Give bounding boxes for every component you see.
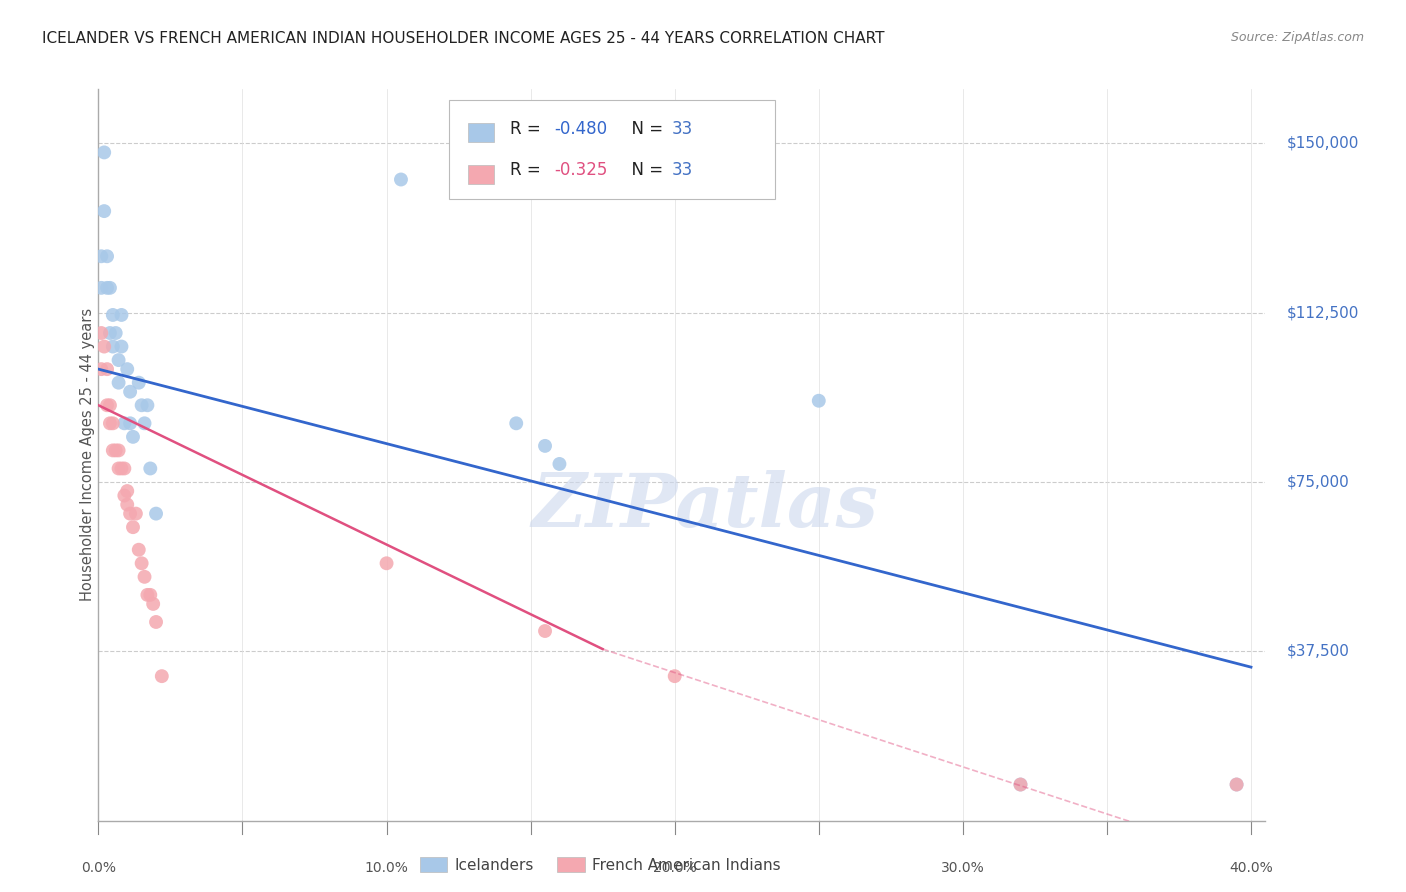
Point [112, 461, 135, 475]
Point [101, 340, 124, 354]
Point [112, 417, 135, 431]
Text: $112,500: $112,500 [1286, 305, 1358, 320]
Text: 0.0%: 0.0% [82, 862, 115, 875]
Point [122, 430, 145, 444]
Text: -0.325: -0.325 [555, 161, 607, 178]
Point [128, 376, 150, 390]
Point [98, 281, 121, 295]
Point [107, 353, 129, 368]
Point [145, 507, 167, 521]
Point [90, 362, 112, 376]
Y-axis label: Householder Income Ages 25 - 44 years: Householder Income Ages 25 - 44 years [80, 309, 94, 601]
Point [90, 326, 112, 340]
Point [98, 326, 121, 340]
Point [139, 588, 162, 602]
Point [107, 376, 129, 390]
Point [145, 615, 167, 629]
Text: ZIPatlas: ZIPatlas [531, 470, 879, 542]
Point [110, 340, 132, 354]
Text: R =: R = [510, 120, 547, 138]
Text: 33: 33 [672, 161, 693, 178]
Text: Source: ZipAtlas.com: Source: ZipAtlas.com [1230, 31, 1364, 45]
Point [1226, 778, 1249, 792]
Bar [468, 123, 494, 142]
Point [389, 172, 412, 186]
Point [98, 417, 121, 431]
Point [375, 556, 398, 570]
Point [131, 398, 153, 412]
Text: N =: N = [621, 120, 669, 138]
Point [131, 556, 153, 570]
Point [104, 326, 127, 340]
Text: $37,500: $37,500 [1286, 644, 1350, 659]
Point [120, 507, 142, 521]
Point [664, 669, 686, 683]
Point [96, 398, 118, 412]
Point [90, 281, 112, 295]
Legend: Icelanders, French American Indians: Icelanders, French American Indians [413, 851, 787, 879]
Text: R =: R = [510, 161, 547, 178]
Text: 30.0%: 30.0% [941, 862, 984, 875]
Point [1010, 778, 1032, 792]
Point [142, 597, 165, 611]
Point [150, 669, 173, 683]
Point [120, 384, 142, 399]
Point [505, 417, 527, 431]
Point [112, 489, 135, 503]
Point [134, 570, 156, 584]
Point [96, 362, 118, 376]
Point [115, 362, 138, 376]
Point [1010, 778, 1032, 792]
Point [93, 340, 115, 354]
Point [807, 393, 830, 408]
Point [107, 443, 129, 458]
Point [115, 483, 138, 498]
Point [101, 443, 124, 458]
FancyBboxPatch shape [449, 100, 775, 199]
Point [1226, 778, 1249, 792]
Point [136, 588, 159, 602]
Text: 33: 33 [672, 120, 693, 138]
Point [534, 624, 557, 638]
Text: N =: N = [621, 161, 669, 178]
Text: $75,000: $75,000 [1286, 475, 1350, 490]
Text: 40.0%: 40.0% [1229, 862, 1272, 875]
Point [534, 439, 557, 453]
Point [134, 417, 156, 431]
Point [110, 461, 132, 475]
Text: 20.0%: 20.0% [652, 862, 696, 875]
Text: 10.0%: 10.0% [364, 862, 409, 875]
Point [96, 281, 118, 295]
Point [136, 398, 159, 412]
Point [120, 417, 142, 431]
Point [93, 145, 115, 160]
Text: $150,000: $150,000 [1286, 136, 1358, 151]
Point [96, 249, 118, 263]
Point [98, 398, 121, 412]
Point [101, 308, 124, 322]
Bar [468, 165, 494, 185]
Text: ICELANDER VS FRENCH AMERICAN INDIAN HOUSEHOLDER INCOME AGES 25 - 44 YEARS CORREL: ICELANDER VS FRENCH AMERICAN INDIAN HOUS… [42, 31, 884, 46]
Point [93, 204, 115, 219]
Point [101, 417, 124, 431]
Point [104, 443, 127, 458]
Point [110, 308, 132, 322]
Point [139, 461, 162, 475]
Point [107, 461, 129, 475]
Point [128, 542, 150, 557]
Point [90, 249, 112, 263]
Point [115, 498, 138, 512]
Point [548, 457, 571, 471]
Point [125, 507, 148, 521]
Text: -0.480: -0.480 [555, 120, 607, 138]
Point [122, 520, 145, 534]
